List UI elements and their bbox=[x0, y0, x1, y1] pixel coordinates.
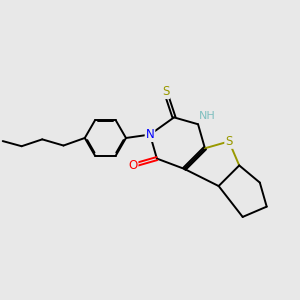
Text: S: S bbox=[162, 85, 169, 98]
Text: NH: NH bbox=[199, 111, 216, 121]
Text: O: O bbox=[128, 159, 137, 172]
Text: S: S bbox=[225, 135, 233, 148]
Text: N: N bbox=[146, 128, 154, 141]
